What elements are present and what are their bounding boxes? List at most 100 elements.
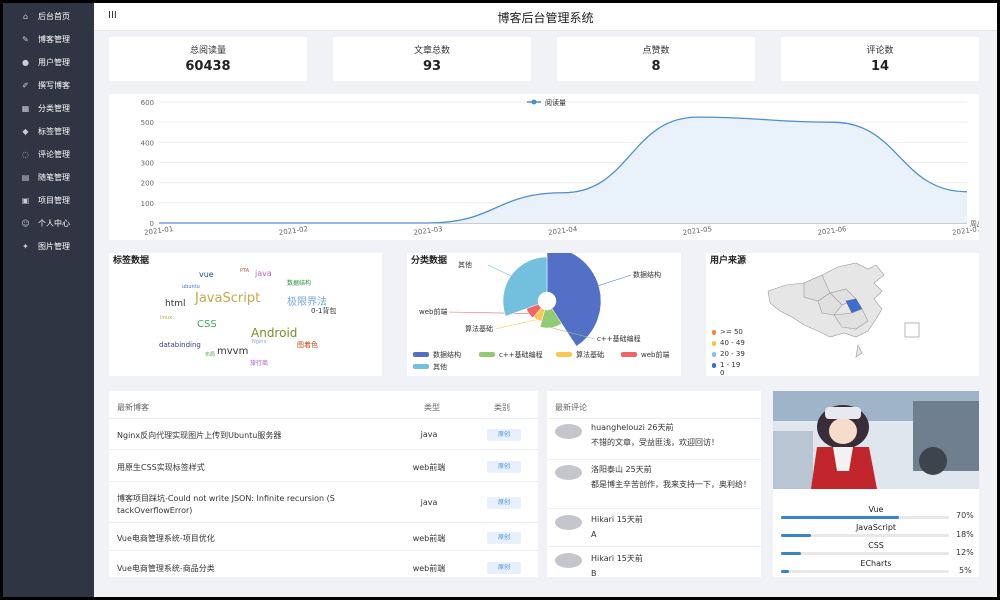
avatar[interactable] [555,553,582,568]
comment-user[interactable]: 洛阳泰山 25天前 [591,465,652,474]
panel-title: 分类数据 [411,256,448,266]
blog-row-type: web前端 [412,463,446,472]
blog-row-title[interactable]: Vue电商管理系统-商品分类 [117,564,215,573]
tag-word[interactable]: 图着色 [297,341,318,349]
sidebar-item-image[interactable]: ✦ 图片管理 [3,236,94,256]
legend-swatch [712,351,716,357]
sidebar-item-comment[interactable]: ◌ 评论管理 [3,144,94,164]
blog-row-title[interactable]: 博客项目踩坑-Could not write JSON: Infinite re… [117,494,335,503]
legend-item[interactable]: 0 [712,369,724,377]
skill-bar-fill [781,570,790,573]
pie-slice [502,256,548,317]
tag-word[interactable]: Android [251,326,298,340]
x-tick-label: 2021-04 [548,225,579,237]
tag-word[interactable]: 极限界法 [287,297,327,308]
sidebar-item-label: 个人中心 [38,218,70,228]
tag-word[interactable]: 0-1背包 [311,307,337,315]
tag-word[interactable]: java [255,269,272,278]
sidebar-item-write[interactable]: ✐ 撰写博客 [3,75,94,95]
table-header-category: 类别 [494,403,510,412]
stat-card-comments: 评论数 14 [781,37,979,81]
blog-icon: ✎ [22,34,29,44]
skill-percent: 12% [956,548,974,557]
divider [109,449,538,450]
blog-row-title[interactable]: Nginx反向代理实现图片上传到Ubuntu服务器 [117,431,282,440]
sidebar-item-label: 后台首页 [38,11,70,21]
sidebar-item-tag[interactable]: ◆ 标签管理 [3,121,94,141]
tag-word[interactable]: html [165,299,186,309]
user-icon: ● [22,57,29,67]
china-map[interactable] [706,253,979,376]
legend-swatch [621,352,637,357]
stat-value: 93 [422,59,442,74]
original-tag: 原创 [487,497,521,509]
sidebar-item-label: 用户管理 [38,57,70,67]
profile-skills-panel: Vue 70% JavaScript 18% CSS 12% ECharts 5… [773,391,979,577]
comment-user[interactable]: Hikari 15天前 [591,515,643,524]
menu-toggle-icon[interactable]: III [108,10,117,21]
comment-user[interactable]: huanghelouzi 26天前 [591,423,674,432]
stat-value: 14 [870,59,890,74]
pie-slice [539,308,563,329]
tag-word[interactable]: PTA [240,268,250,274]
anime-illustration [773,391,979,489]
stat-card-likes: 点赞数 8 [557,37,755,81]
legend-label: 其他 [433,362,447,371]
skill-bar [781,534,949,537]
sidebar-item-home[interactable]: ⌂ 后台首页 [3,6,94,26]
sidebar-item-project[interactable]: ▣ 项目管理 [3,190,94,210]
divider [109,481,538,482]
comment-user[interactable]: Hikari 15天前 [591,554,643,563]
legend-swatch [712,340,716,346]
stat-label: 文章总数 [413,46,450,56]
tag-word[interactable]: 旅行商 [250,360,269,367]
y-tick-label: 0 [150,220,154,228]
pie-label-line [448,311,529,314]
sidebar-item-user[interactable]: ● 用户管理 [3,52,94,72]
legend-item[interactable]: >= 50 [712,328,743,336]
divider [547,418,761,419]
tag-icon: ◆ [22,126,29,136]
tag-word[interactable]: Nginx [252,339,267,345]
tag-word[interactable]: 布局 [205,352,216,358]
sidebar-item-label: 撰写博客 [38,80,70,90]
tag-word[interactable]: ubuntu [182,284,200,290]
profile-icon: ☺ [21,218,30,228]
y-tick-label: 200 [141,180,154,188]
avatar[interactable] [555,424,582,439]
tag-word[interactable]: JavaScript [195,291,261,306]
legend-item[interactable]: 40 - 49 [712,339,745,347]
tag-word[interactable]: CSS [197,319,217,330]
legend-item[interactable]: 20 - 39 [712,350,745,358]
sidebar-item-category[interactable]: ▦ 分类管理 [3,98,94,118]
tag-word[interactable]: vue [199,270,214,279]
x-tick-label: 2021-07 [952,225,979,237]
stat-card-reads: 总阅读量 60438 [109,37,307,81]
avatar[interactable] [555,465,582,480]
blog-row-title-cont[interactable]: tackOverflowError) [117,506,193,515]
tag-word[interactable]: 数据结构 [287,280,312,287]
blog-row-title[interactable]: Vue电商管理系统-项目优化 [117,534,215,543]
sidebar-item-profile[interactable]: ☺ 个人中心 [3,213,94,233]
skill-name: ECharts [860,559,892,568]
sidebar-item-blog[interactable]: ✎ 博客管理 [3,29,94,49]
legend-label: 数据结构 [433,350,461,359]
avatar[interactable] [555,515,582,530]
legend-swatch [712,362,716,368]
tag-word[interactable]: databinding [159,341,201,349]
tag-word[interactable]: mvvm [217,346,249,357]
pie-label-line [487,264,512,277]
sidebar-item-note[interactable]: ▤ 随笔管理 [3,167,94,187]
reads-area-chart: 0 100 200 300 400 500 600 2021-01 2021-02 2021-03… [141,98,987,237]
top-header: III 博客后台管理系统 [94,3,997,31]
latest-blogs-table: 最新博客 类型 类别 Nginx反向代理实现图片上传到Ubuntu服务器 jav… [109,391,538,577]
note-icon: ▤ [21,172,30,182]
tag-word[interactable]: linux [160,315,173,321]
legend-item[interactable]: 1 - 19 [712,361,740,369]
blog-row-title[interactable]: 用原生CSS实现标签样式 [117,463,205,472]
blog-row-type: java [420,498,438,507]
panel-title: 最新评论 [555,403,587,412]
comment-text: 不错的文章，受益匪浅，欢迎回访！ [591,438,719,447]
legend-swatch [413,364,429,369]
